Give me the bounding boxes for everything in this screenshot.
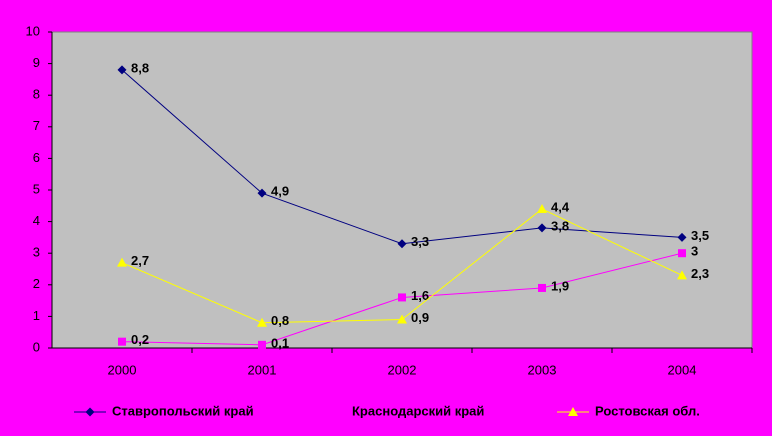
x-tick-label: 2003 bbox=[528, 362, 557, 377]
data-point bbox=[398, 293, 406, 302]
data-point bbox=[118, 337, 126, 346]
y-tick-label: 2 bbox=[33, 276, 40, 291]
data-label: 0,9 bbox=[411, 310, 429, 325]
x-tick-label: 2000 bbox=[108, 362, 137, 377]
data-label: 0,8 bbox=[271, 313, 289, 328]
legend-marker bbox=[85, 407, 95, 417]
x-tick-label: 2004 bbox=[668, 362, 697, 377]
y-tick-label: 3 bbox=[33, 245, 40, 260]
x-tick-label: 2001 bbox=[248, 362, 277, 377]
data-point bbox=[257, 317, 267, 327]
data-point bbox=[677, 270, 687, 280]
data-label: 2,3 bbox=[691, 266, 709, 281]
data-label: 3,8 bbox=[551, 218, 569, 233]
legend-label: Краснодарский край bbox=[352, 403, 484, 418]
legend-marker bbox=[568, 407, 578, 416]
data-point bbox=[537, 203, 547, 213]
y-tick-label: 10 bbox=[26, 23, 40, 38]
data-label: 3,5 bbox=[691, 228, 709, 243]
legend-marker bbox=[326, 408, 334, 416]
y-tick-label: 6 bbox=[33, 150, 40, 165]
data-point bbox=[397, 239, 407, 249]
data-label: 3,3 bbox=[411, 234, 429, 249]
data-point bbox=[538, 283, 546, 292]
data-label: 1,6 bbox=[411, 288, 429, 303]
data-point bbox=[258, 340, 266, 349]
data-label: 0,1 bbox=[271, 335, 289, 350]
data-label: 1,9 bbox=[551, 278, 569, 293]
y-tick-label: 5 bbox=[33, 181, 40, 196]
y-tick-label: 1 bbox=[33, 308, 40, 323]
y-tick-label: 4 bbox=[33, 213, 40, 228]
legend-label: Ростовская обл. bbox=[595, 403, 700, 418]
data-label: 3 bbox=[691, 244, 698, 259]
data-point bbox=[677, 232, 687, 242]
data-point bbox=[117, 65, 127, 75]
data-point bbox=[257, 188, 267, 198]
data-label: 4,9 bbox=[271, 184, 289, 199]
y-tick-label: 9 bbox=[33, 55, 40, 70]
y-tick-label: 7 bbox=[33, 118, 40, 133]
data-label: 4,4 bbox=[551, 199, 570, 214]
data-point bbox=[537, 223, 547, 233]
data-label: 8,8 bbox=[131, 60, 149, 75]
data-label: 0,2 bbox=[131, 332, 149, 347]
data-point bbox=[117, 257, 127, 267]
y-tick-label: 0 bbox=[33, 339, 40, 354]
data-point bbox=[397, 314, 407, 324]
x-tick-label: 2002 bbox=[388, 362, 417, 377]
data-label: 2,7 bbox=[131, 253, 149, 268]
data-point bbox=[678, 249, 686, 258]
y-tick-label: 8 bbox=[33, 87, 40, 102]
legend-label: Ставропольский край bbox=[112, 403, 254, 418]
